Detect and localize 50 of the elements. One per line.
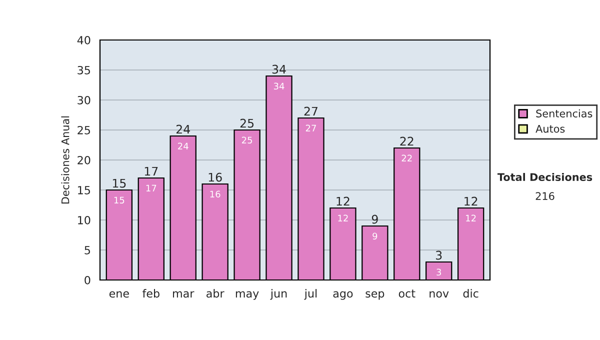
- x-tick-label: nov: [430, 291, 449, 298]
- data-label: 3: [436, 268, 441, 276]
- y-tick-label: 10: [78, 216, 90, 224]
- x-tick-label: dic: [463, 289, 478, 298]
- y-tick-label: 5: [84, 246, 90, 254]
- total-label: 24: [176, 124, 190, 134]
- total-label: 22: [400, 136, 414, 146]
- data-label: 12: [338, 214, 348, 222]
- total-label: 27: [304, 106, 318, 116]
- data-label: 24: [178, 142, 188, 150]
- data-label: 17: [146, 184, 156, 192]
- y-tick-label: 30: [78, 96, 90, 104]
- total-label: 17: [144, 166, 158, 176]
- x-tick-label: jun: [270, 289, 287, 300]
- total-label: 12: [336, 196, 350, 206]
- total-label: 12: [464, 196, 478, 206]
- x-tick-label: abr: [206, 289, 224, 298]
- y-tick-label: 40: [77, 36, 90, 44]
- y-tick-label: 20: [78, 156, 90, 164]
- data-label: 12: [466, 214, 476, 222]
- x-tick-label: oct: [398, 290, 416, 298]
- x-tick-label: may: [236, 291, 259, 300]
- y-tick-label: 15: [78, 186, 90, 194]
- x-tick-label: jul: [304, 289, 317, 300]
- total-label: 34: [272, 64, 286, 74]
- data-label: 34: [274, 82, 284, 90]
- x-tick-label: ago: [333, 291, 353, 300]
- x-tick-label: mar: [173, 291, 194, 298]
- total-label: 9: [372, 214, 378, 224]
- data-label: 15: [114, 196, 124, 204]
- y-tick-label: 35: [78, 66, 90, 74]
- data-label: 22: [402, 154, 412, 162]
- total-label: 25: [240, 118, 254, 128]
- x-tick-label: feb: [142, 289, 160, 298]
- data-label: 9: [372, 232, 378, 240]
- y-axis-title: Decisiones Anual: [61, 116, 70, 204]
- text: 216: [536, 192, 554, 200]
- y-tick-label: 25: [78, 126, 90, 134]
- total-label: 15: [112, 178, 126, 188]
- total-label: 16: [208, 172, 222, 182]
- legend-label: Autos: [536, 124, 565, 133]
- y-tick-label: 0: [84, 276, 90, 284]
- text: Total Decisiones: [497, 172, 592, 182]
- data-label: 27: [306, 124, 316, 132]
- x-tick-label: sep: [366, 291, 384, 300]
- data-label: 25: [242, 136, 252, 144]
- total-label: 3: [436, 250, 442, 260]
- x-tick-label: ene: [109, 291, 129, 298]
- legend-label: Sentencias: [536, 109, 592, 118]
- data-label: 16: [210, 190, 220, 198]
